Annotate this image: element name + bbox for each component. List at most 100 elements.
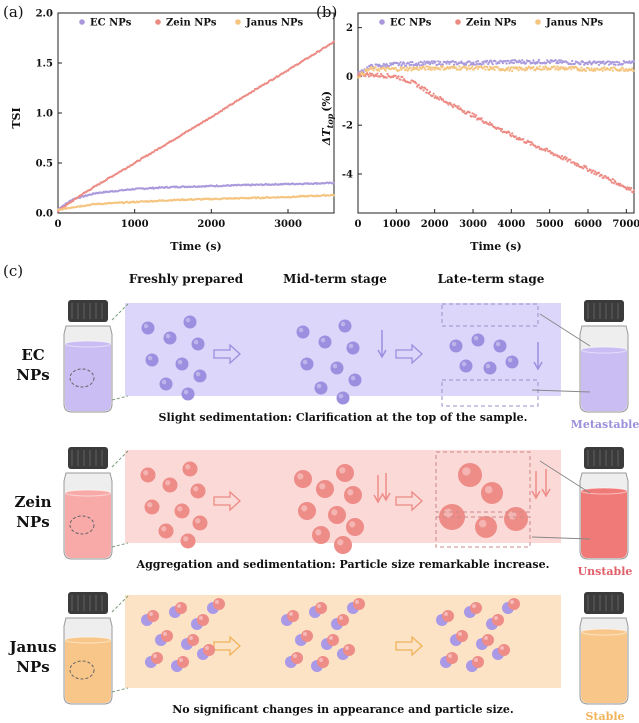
chartB-point (490, 123, 493, 126)
chartB-point (584, 165, 588, 168)
chartB-point (360, 71, 363, 74)
chart-b: 0 1000 2000 3000 4000 5000 6000 7000 -4 -2 0 2 EC N… (320, 12, 639, 253)
chartB-point (480, 63, 483, 66)
chartB-point (421, 86, 424, 89)
chartB-point (441, 98, 444, 101)
chartB-point (632, 69, 636, 72)
chartB-point (474, 63, 477, 66)
chartB-point (570, 63, 573, 66)
chartB-point (555, 61, 558, 65)
particle (174, 503, 190, 519)
chartB-point (524, 62, 528, 65)
chartB-point (594, 170, 597, 173)
chartB-point (548, 61, 552, 65)
particle (145, 353, 159, 367)
chartB-point (470, 115, 473, 118)
chartB-point (425, 91, 428, 94)
chartB-point (534, 144, 537, 147)
chartA-ytick-label: 0.0 (36, 209, 53, 220)
panel-a-label: (a) (3, 3, 24, 21)
chartB-point (558, 59, 561, 62)
particle (493, 339, 507, 353)
chartB-series-ec-nps (356, 58, 636, 76)
chartB-point (417, 83, 420, 86)
chartB-point (441, 65, 444, 68)
chartB-point (625, 188, 628, 191)
chartB-point (366, 66, 369, 69)
chartB-point (409, 66, 412, 69)
particle (159, 377, 173, 391)
chartB-point (602, 60, 605, 63)
chartB-point (428, 92, 431, 95)
chartB-point (505, 62, 508, 65)
chartB-point (608, 68, 612, 71)
chartA-xtick-label: 2000 (197, 219, 225, 230)
chartB-point (485, 61, 488, 64)
chartB-point (467, 64, 470, 67)
chartB-point (384, 65, 387, 68)
chartA-ytick-label: 1.0 (36, 109, 53, 120)
chartB-point (484, 68, 487, 71)
chartB-point (589, 168, 592, 172)
row-caption: Aggregation and sedimentation: Particle … (136, 558, 550, 571)
chartA-ytick-label: 1.5 (36, 59, 53, 70)
chartB-point (522, 138, 525, 141)
row-status: Stable (585, 710, 624, 723)
chartB-point (557, 62, 560, 65)
chartB-point (494, 60, 497, 63)
chartB-point (545, 66, 548, 69)
chartB-point (564, 66, 567, 69)
chartA-point (226, 106, 229, 109)
chartB-point (508, 131, 511, 134)
chartB-point (394, 67, 397, 70)
chartB-point (419, 60, 422, 64)
chartB-point (372, 69, 375, 72)
particle (181, 387, 195, 401)
chartB-point (632, 60, 636, 63)
particle (190, 483, 206, 499)
chartB-point (595, 173, 598, 176)
chartB-point (435, 66, 438, 69)
chartB-point (549, 67, 553, 70)
particle (330, 361, 344, 375)
chartB-point (617, 63, 620, 66)
chartB-legend-janus-nps: Janus NPs (545, 18, 604, 29)
chartB-point (428, 68, 432, 71)
chartB-point (384, 69, 387, 72)
chartB-point (601, 69, 604, 72)
chartB-point (610, 67, 613, 70)
chartB-point (454, 66, 457, 69)
chartB-point (607, 60, 610, 63)
panel-b-label: (b) (316, 3, 337, 21)
chartB-point (607, 176, 610, 179)
chartB-point (559, 61, 562, 64)
chartB-point (613, 61, 616, 64)
chartB-point (454, 61, 457, 64)
chartB-point (600, 67, 603, 70)
particle (300, 357, 314, 371)
row-zein: Zein NPs Aggregation and sedimentation: Pa… (14, 447, 632, 578)
chartB-point (611, 60, 614, 64)
chartB-legend-zein-nps: Zein NPs (466, 18, 517, 29)
chartB-point (612, 182, 615, 185)
chartB-point (531, 61, 534, 65)
chartB-point (474, 115, 477, 119)
chartB-point (426, 65, 429, 68)
chartB-point (594, 69, 597, 72)
chartB-xtick-label: 7000 (612, 219, 639, 230)
chartB-point (399, 78, 402, 81)
chartB-point (571, 59, 574, 63)
chartB-point (507, 66, 510, 69)
chartB-point (554, 59, 557, 62)
chartA-series-janus-nps (56, 193, 336, 211)
chartB-point (498, 62, 501, 65)
chartB-point (416, 66, 419, 69)
chartB-point (430, 68, 433, 71)
chart-b-ylabel-unit: (%) (320, 91, 333, 112)
chartB-point (375, 74, 378, 77)
chartB-point (500, 129, 503, 132)
chartB-point (582, 167, 585, 170)
chartB-point (422, 63, 425, 66)
particle (348, 373, 362, 387)
chartB-point (632, 191, 635, 194)
